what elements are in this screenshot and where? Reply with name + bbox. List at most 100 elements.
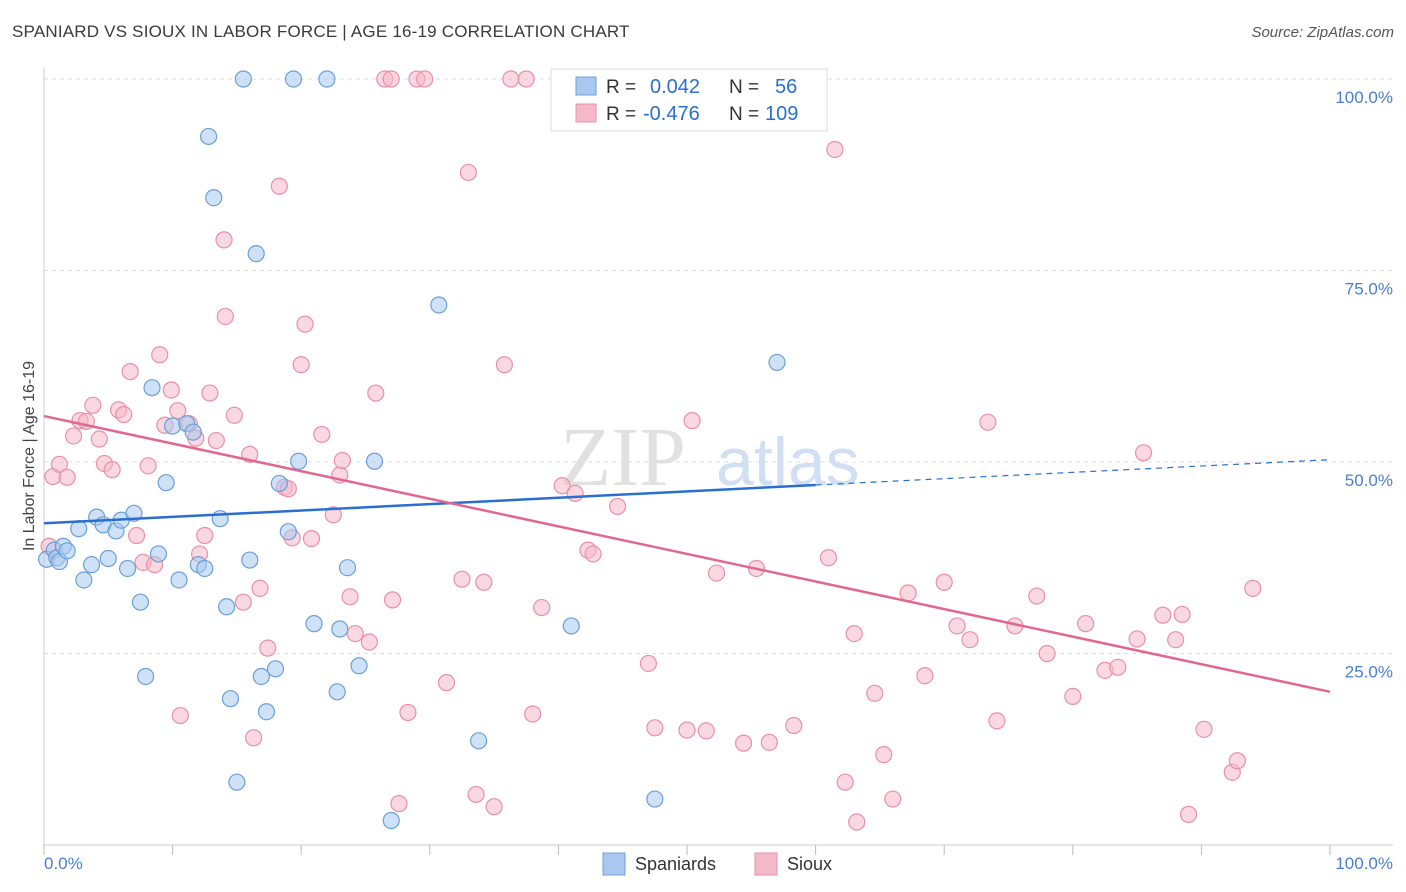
spaniard-point-28 [205,189,223,207]
sioux-point-35 [251,579,269,597]
sioux-point-78 [678,721,696,739]
y-tick-labels: 100.0% 75.0% 50.0% 25.0% [1335,88,1393,682]
spaniard-point-44 [318,70,336,88]
spaniard-point-19 [149,545,168,563]
x-tick-label-min: 0.0% [44,854,83,873]
bottom-legend-swatch-spaniards [602,852,626,876]
sioux-point-107 [1109,658,1127,676]
sioux-point-85 [785,716,803,735]
sioux-point-108 [1128,630,1146,648]
legend-n-value-spaniards: 56 [775,76,797,98]
spaniard-point-8 [82,556,101,574]
sioux-point-41 [292,356,310,374]
sioux-point-49 [346,624,364,643]
spaniard-point-7 [75,571,93,589]
sioux-point-28 [207,431,225,450]
sioux-point-27 [201,384,219,402]
spaniard-point-36 [252,667,270,686]
sioux-point-50 [360,633,378,651]
y-tick-label-1: 75.0% [1345,280,1393,299]
sioux-point-53 [382,70,400,88]
spaniard-point-14 [118,559,137,578]
sioux-point-32 [234,593,252,611]
sioux-point-68 [524,705,542,723]
sioux-point-92 [875,746,893,764]
sioux-point-37 [270,177,288,195]
spaniard-point-45 [328,683,346,701]
spaniard-point-39 [270,474,288,493]
sioux-point-20 [162,381,180,399]
spaniard-point-54 [646,790,664,808]
sioux-point-13 [121,363,139,381]
legend-swatch-spaniards [575,76,597,96]
sioux-point-84 [760,733,778,751]
sioux-point-18 [151,346,169,364]
sioux-point-94 [899,584,917,602]
spaniard-point-47 [338,559,357,577]
sioux-point-45 [324,506,342,524]
sioux-point-102 [1028,587,1046,605]
sioux-point-21 [169,402,187,420]
sioux-point-66 [502,70,520,88]
spaniard-point-30 [218,598,236,616]
sioux-point-8 [90,430,108,448]
sioux-point-67 [517,70,535,88]
spaniard-point-50 [382,811,400,830]
sioux-point-56 [399,703,417,722]
sioux-point-59 [437,674,456,692]
legend-r-label-spaniards: R = [606,77,636,98]
spaniard-point-43 [305,615,323,633]
spaniard-point-16 [131,593,150,611]
sioux-point-43 [302,529,321,548]
bottom-legend-swatch-sioux [754,852,778,876]
sioux-point-63 [475,573,493,591]
sioux-point-30 [215,231,233,249]
spaniard-point-46 [331,620,349,638]
sioux-point-110 [1154,606,1172,624]
sioux-point-12 [115,405,133,424]
sioux-point-99 [979,413,997,431]
spaniard-point-27 [200,127,218,146]
spaniard-point-11 [99,549,117,568]
y-tick-label-3: 25.0% [1345,663,1393,682]
sioux-point-31 [225,406,243,424]
sioux-point-89 [845,624,863,643]
spaniard-point-55 [768,353,786,372]
sioux-point-74 [584,545,602,563]
sioux-point-88 [836,773,854,791]
spaniard-point-48 [350,657,368,675]
bottom-legend-label-spaniards: Spaniards [635,854,716,874]
spaniard-point-5 [58,542,76,560]
sioux-point-62 [467,785,485,804]
sioux-point-95 [916,667,934,685]
spaniard-point-35 [247,245,265,263]
sioux-point-10 [103,461,121,479]
sioux-point-47 [333,451,351,470]
sioux-point-76 [639,654,658,673]
spaniard-point-20 [157,474,175,492]
sioux-point-70 [553,477,571,495]
sioux-point-111 [1167,631,1185,649]
y-tick-label-2: 50.0% [1345,471,1393,490]
spaniard-point-51 [430,296,448,314]
sioux-point-2 [50,455,69,473]
legend-r-label-sioux: R = [606,104,636,125]
spaniard-point-42 [290,452,308,470]
sioux-points [40,70,1262,831]
sioux-point-55 [390,795,408,813]
legend-r-value-sioux: -0.476 [643,103,700,125]
sioux-point-79 [683,412,701,430]
spaniard-point-49 [365,452,384,470]
sioux-point-60 [453,570,471,588]
sioux-point-7 [84,396,102,414]
sioux-point-61 [459,163,477,182]
legend-swatch-sioux [575,103,597,123]
spaniard-point-15 [125,504,143,522]
spaniard-point-38 [266,660,285,678]
sioux-point-97 [948,617,966,635]
spaniard-point-33 [234,70,252,88]
source-label: Source: ZipAtlas.com [1251,24,1394,41]
sioux-point-82 [734,734,753,752]
spaniard-points [37,70,786,830]
spaniard-point-18 [143,379,161,397]
